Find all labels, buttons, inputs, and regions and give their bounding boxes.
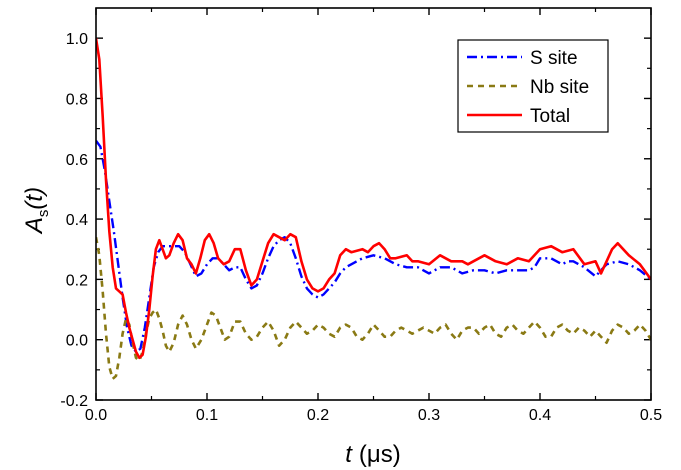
- y-tick-label: 0.2: [66, 272, 88, 289]
- x-tick-label: 0.3: [418, 407, 440, 424]
- x-tick-label: 0.5: [640, 407, 662, 424]
- x-axis-title: t (μs): [345, 441, 400, 468]
- legend-label: Nb site: [530, 77, 589, 98]
- y-axis-title: As(t): [21, 187, 52, 235]
- y-tick-label: 1.0: [66, 31, 88, 48]
- y-axis-variable: A: [21, 217, 48, 235]
- y-tick-label: 0.8: [66, 91, 88, 108]
- y-tick-label: 0.6: [66, 152, 88, 169]
- x-tick-label: 0.2: [307, 407, 329, 424]
- x-axis-unit: (μs): [359, 441, 401, 468]
- legend-label: S site: [530, 48, 578, 69]
- y-axis-argument: (t): [21, 187, 48, 210]
- x-axis-variable: t: [345, 441, 353, 468]
- y-tick-label: 0.4: [66, 212, 88, 229]
- x-tick-label: 0.0: [85, 407, 107, 424]
- y-tick-label: -0.2: [60, 393, 88, 410]
- y-axis-subscript: s: [35, 210, 52, 218]
- plot-frame: [95, 7, 652, 401]
- x-tick-label: 0.1: [196, 407, 218, 424]
- tick-labels: 0.0 0.1 0.2 0.3 0.4 0.5-0.20.00.20.40.60.81.0: [60, 31, 662, 424]
- series-line-nb-site: [96, 236, 651, 381]
- legend: S site Nb site Total: [457, 39, 609, 133]
- series-group: [96, 37, 651, 381]
- x-tick-label: 0.4: [529, 407, 551, 424]
- legend-label: Total: [530, 106, 570, 127]
- series-line-total: [96, 37, 651, 360]
- y-tick-label: 0.0: [66, 333, 88, 350]
